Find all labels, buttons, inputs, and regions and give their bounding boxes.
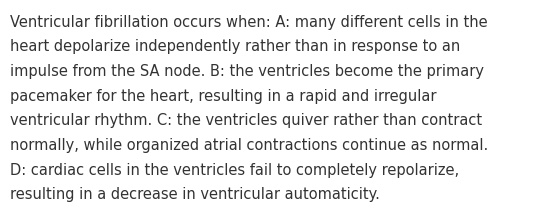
- Text: heart depolarize independently rather than in response to an: heart depolarize independently rather th…: [10, 39, 460, 54]
- Text: normally, while organized atrial contractions continue as normal.: normally, while organized atrial contrac…: [10, 138, 488, 153]
- Text: impulse from the SA node. B: the ventricles become the primary: impulse from the SA node. B: the ventric…: [10, 64, 484, 79]
- Text: pacemaker for the heart, resulting in a rapid and irregular: pacemaker for the heart, resulting in a …: [10, 89, 436, 104]
- Text: resulting in a decrease in ventricular automaticity.: resulting in a decrease in ventricular a…: [10, 187, 380, 202]
- Text: D: cardiac cells in the ventricles fail to completely repolarize,: D: cardiac cells in the ventricles fail …: [10, 163, 459, 178]
- Text: ventricular rhythm. C: the ventricles quiver rather than contract: ventricular rhythm. C: the ventricles qu…: [10, 113, 482, 128]
- Text: Ventricular fibrillation occurs when: A: many different cells in the: Ventricular fibrillation occurs when: A:…: [10, 15, 488, 30]
